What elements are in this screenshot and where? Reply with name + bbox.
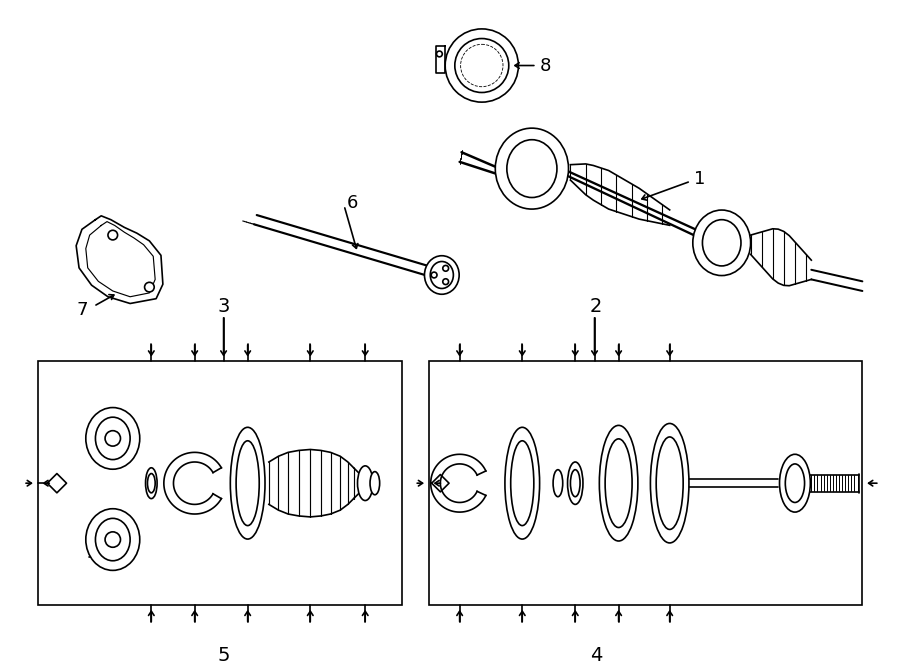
Ellipse shape: [146, 468, 158, 498]
Ellipse shape: [95, 518, 130, 561]
Ellipse shape: [510, 441, 534, 525]
Ellipse shape: [693, 210, 751, 276]
Ellipse shape: [443, 279, 448, 284]
Ellipse shape: [370, 472, 380, 494]
Ellipse shape: [443, 266, 448, 271]
Ellipse shape: [425, 256, 459, 294]
Text: 6: 6: [346, 194, 358, 212]
Polygon shape: [76, 216, 163, 303]
Ellipse shape: [702, 219, 741, 266]
Ellipse shape: [495, 128, 569, 209]
Ellipse shape: [436, 51, 442, 57]
Ellipse shape: [105, 532, 121, 547]
Ellipse shape: [554, 470, 562, 496]
Ellipse shape: [430, 262, 454, 288]
Ellipse shape: [86, 509, 140, 570]
Text: 5: 5: [218, 646, 230, 661]
Text: 2: 2: [590, 297, 602, 316]
Ellipse shape: [108, 230, 118, 240]
Bar: [428, 362, 862, 605]
Polygon shape: [164, 452, 221, 514]
Bar: [38, 362, 401, 605]
Ellipse shape: [651, 424, 688, 543]
Ellipse shape: [145, 282, 154, 292]
Ellipse shape: [571, 470, 580, 496]
Polygon shape: [432, 475, 449, 492]
Ellipse shape: [86, 408, 140, 469]
Ellipse shape: [786, 464, 805, 502]
Ellipse shape: [357, 466, 373, 500]
Ellipse shape: [599, 426, 638, 541]
Ellipse shape: [779, 454, 810, 512]
Text: 3: 3: [218, 297, 230, 316]
Ellipse shape: [605, 439, 632, 527]
Ellipse shape: [431, 272, 437, 278]
Polygon shape: [431, 454, 486, 512]
Polygon shape: [48, 473, 67, 493]
Ellipse shape: [568, 462, 583, 504]
Polygon shape: [436, 46, 446, 73]
Ellipse shape: [446, 29, 518, 102]
Text: 7: 7: [76, 301, 87, 319]
Ellipse shape: [230, 427, 265, 539]
Text: 4: 4: [590, 646, 602, 661]
Ellipse shape: [507, 139, 557, 198]
Ellipse shape: [236, 441, 259, 525]
Text: 8: 8: [540, 57, 551, 75]
Ellipse shape: [105, 431, 121, 446]
Ellipse shape: [656, 437, 683, 529]
Ellipse shape: [95, 417, 130, 459]
Ellipse shape: [148, 473, 155, 493]
Ellipse shape: [454, 38, 508, 93]
Text: 1: 1: [694, 171, 705, 188]
Ellipse shape: [505, 427, 540, 539]
